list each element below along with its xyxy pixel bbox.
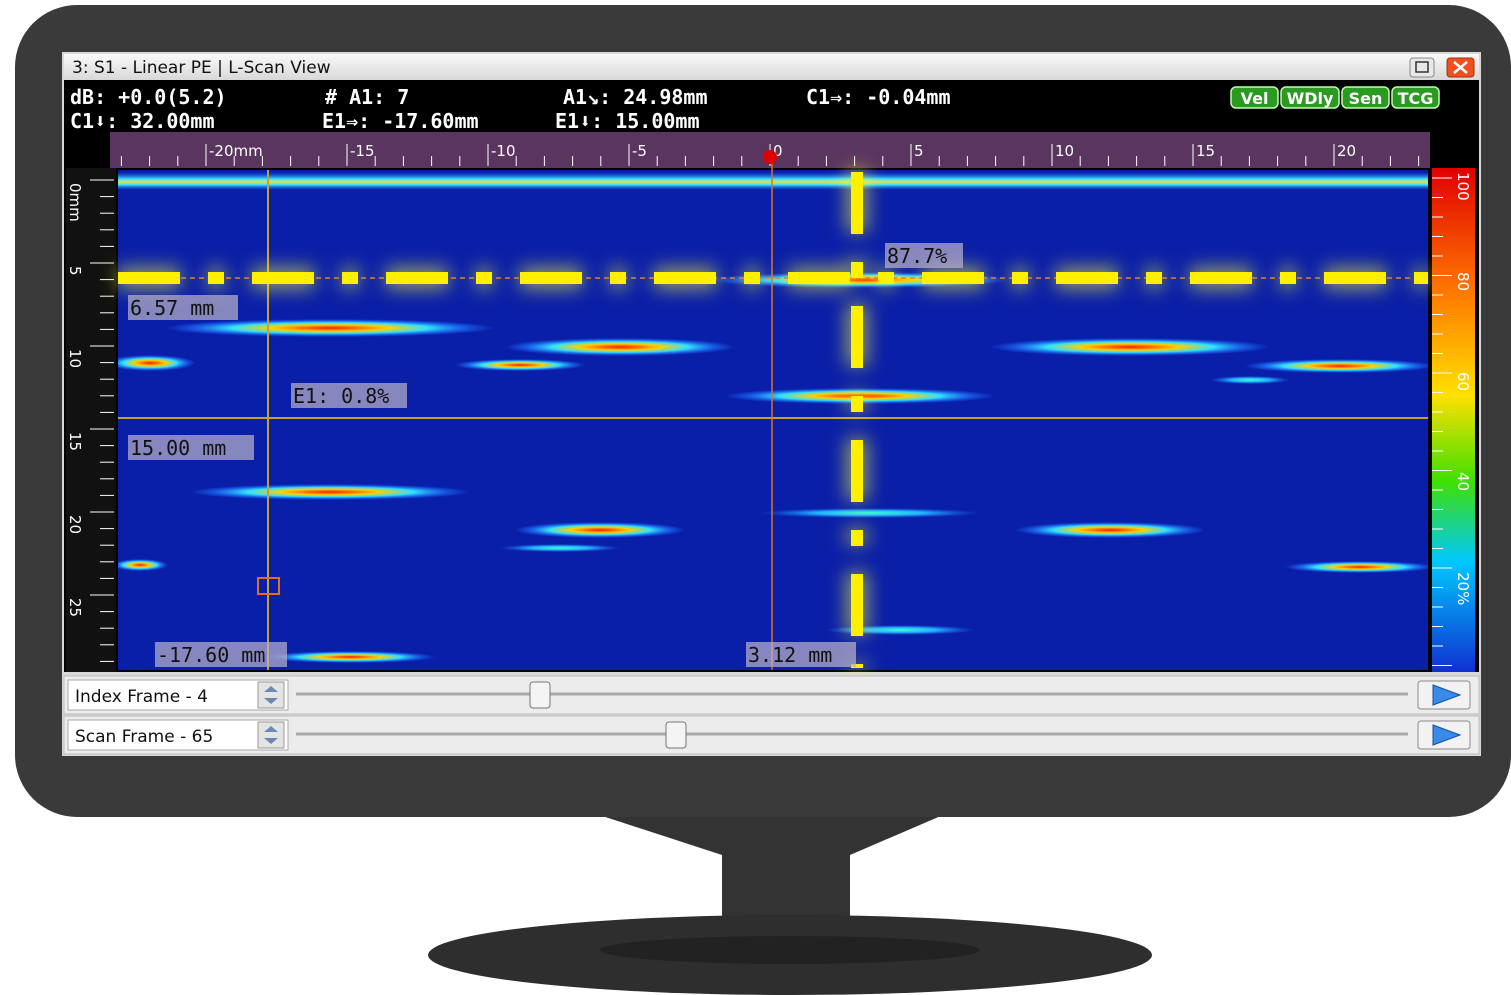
spin-button[interactable]	[257, 681, 285, 709]
close-icon	[1453, 61, 1468, 74]
frame-field[interactable]	[67, 679, 289, 711]
ruler-label: 20	[66, 515, 84, 534]
readout: A1↘: 24.98mm	[563, 85, 708, 109]
badge[interactable]	[1230, 86, 1279, 109]
badge-label: Vel	[1241, 89, 1269, 108]
spin-button[interactable]	[257, 721, 285, 749]
echo	[165, 319, 495, 337]
origin-marker	[763, 150, 777, 164]
measure-box	[155, 642, 287, 667]
scale-label: 40	[1454, 472, 1472, 491]
echo	[1245, 359, 1428, 373]
ruler-label: 15	[66, 432, 84, 451]
readout: E1⬇: 15.00mm	[555, 109, 700, 133]
slider-thumb[interactable]	[529, 681, 551, 709]
echo	[455, 359, 585, 371]
monitor-neck	[590, 812, 950, 948]
echo	[1015, 522, 1205, 538]
spin-arrows	[264, 686, 278, 704]
echo-weak	[760, 508, 980, 518]
measure-label: 3.12 mm	[748, 643, 832, 667]
monitor-base-shadow	[600, 936, 980, 964]
measure-label: E1: 0.8%	[293, 384, 389, 408]
play-icon	[1432, 724, 1462, 746]
slider-thumb[interactable]	[665, 721, 687, 749]
badge-label: TCG	[1398, 89, 1434, 108]
frame-field[interactable]	[67, 719, 289, 751]
ruler-label: -10	[491, 142, 516, 160]
lscan-image	[118, 170, 1428, 670]
measure-label: 87.7%	[887, 244, 947, 268]
echo	[118, 559, 168, 571]
scale-label: 20%	[1454, 572, 1472, 605]
surface-echo	[118, 172, 1428, 190]
scale-label: 60	[1454, 372, 1472, 391]
restore-button[interactable]	[1409, 57, 1435, 78]
ruler-label: 0mm	[66, 183, 84, 222]
readout: E1⇒: -17.60mm	[322, 109, 479, 133]
badge-label: WDly	[1287, 89, 1334, 108]
ruler-label: -20mm	[209, 142, 263, 160]
cursor-marker	[257, 577, 280, 595]
readout: dB: +0.0(5.2)	[70, 85, 227, 109]
ruler-label: 5	[914, 142, 924, 160]
ruler-label: 0	[773, 142, 783, 160]
ruler-label: -15	[350, 142, 375, 160]
readout: # A1: 7	[325, 85, 409, 109]
ruler-label: 5	[66, 266, 84, 276]
frame-label: Scan Frame - 65	[75, 727, 213, 747]
readout: C1⬇: 32.00mm	[70, 109, 215, 133]
measure-label: 6.57 mm	[130, 296, 214, 320]
ruler-label: 20	[1337, 142, 1356, 160]
scale-label: 100	[1454, 172, 1472, 201]
measure-box	[746, 642, 856, 667]
echo-weak	[1210, 376, 1290, 384]
ruler-label: -5	[632, 142, 647, 160]
play-icon	[1432, 684, 1462, 706]
restore-icon	[1415, 61, 1429, 73]
left-ruler	[66, 168, 116, 672]
measure-box	[291, 383, 407, 408]
measure-label: 15.00 mm	[130, 436, 226, 460]
echo	[265, 651, 435, 663]
measure-box	[128, 435, 254, 460]
echo	[515, 522, 685, 538]
badge[interactable]	[1280, 86, 1340, 109]
scale-label: 80	[1454, 272, 1472, 291]
echo	[190, 484, 470, 500]
title-bar	[64, 54, 1479, 80]
badge[interactable]	[1341, 86, 1390, 109]
echo-weak	[500, 544, 620, 552]
badge[interactable]	[1391, 86, 1440, 109]
measure-box	[128, 295, 238, 320]
echo	[1285, 561, 1428, 573]
echo	[505, 338, 735, 356]
ruler-label: 10	[66, 349, 84, 368]
ruler-label: 10	[1055, 142, 1074, 160]
badge-label: Sen	[1349, 89, 1383, 108]
echo	[990, 338, 1270, 356]
measure-box	[885, 243, 963, 268]
measure-label: -17.60 mm	[157, 643, 265, 667]
ruler-label: 25	[66, 598, 84, 617]
frame-label: Index Frame - 4	[75, 687, 208, 707]
readout: C1⇒: -0.04mm	[806, 85, 951, 109]
echo	[118, 355, 195, 371]
window-title: 3: S1 - Linear PE | L-Scan View	[72, 58, 331, 78]
spin-arrows	[264, 726, 278, 744]
ruler-label: 15	[1196, 142, 1215, 160]
